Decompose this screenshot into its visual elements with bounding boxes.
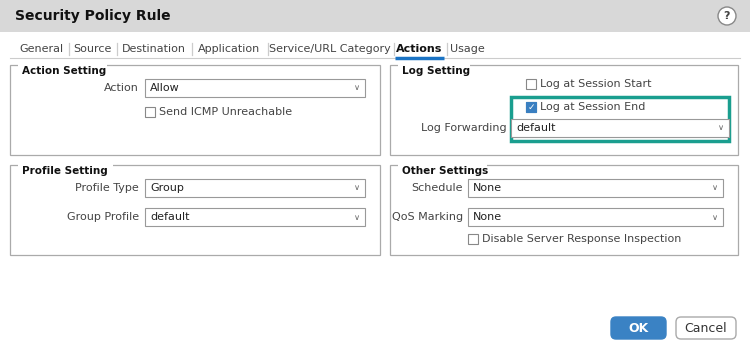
Text: Other Settings: Other Settings	[402, 166, 488, 176]
Text: default: default	[150, 212, 190, 222]
Text: Action: Action	[104, 83, 139, 93]
Text: ∨: ∨	[718, 124, 724, 132]
Bar	[10, 165, 380, 255]
Text: Group Profile: Group Profile	[67, 212, 139, 222]
Bar	[18, 160, 113, 171]
Bar	[468, 234, 478, 244]
Text: Allow: Allow	[150, 83, 180, 93]
Text: Service/URL Category: Service/URL Category	[269, 44, 391, 54]
Bar	[398, 60, 470, 71]
Text: Log Forwarding: Log Forwarding	[422, 123, 507, 133]
Text: ?: ?	[724, 11, 730, 21]
Text: Log Setting: Log Setting	[402, 66, 470, 76]
Bar	[145, 107, 155, 117]
Text: Log at Session End: Log at Session End	[540, 102, 645, 112]
Text: Action Setting: Action Setting	[22, 66, 106, 76]
Text: ∨: ∨	[354, 212, 360, 221]
Text: OK: OK	[628, 322, 649, 335]
Text: None: None	[473, 183, 502, 193]
Text: None: None	[473, 212, 502, 222]
Text: default: default	[516, 123, 556, 133]
Text: Profile Setting: Profile Setting	[22, 166, 108, 176]
Text: ∨: ∨	[712, 212, 718, 221]
Text: Destination: Destination	[122, 44, 185, 54]
Text: Disable Server Response Inspection: Disable Server Response Inspection	[482, 234, 681, 244]
FancyBboxPatch shape	[611, 317, 666, 339]
Text: Usage: Usage	[450, 44, 484, 54]
Text: Actions: Actions	[397, 44, 442, 54]
Text: Schedule: Schedule	[412, 183, 463, 193]
Bar	[10, 65, 380, 155]
Bar	[145, 208, 365, 226]
Bar	[0, 0, 750, 32]
Text: ∨: ∨	[354, 184, 360, 192]
Text: Profile Type: Profile Type	[75, 183, 139, 193]
Text: Security Policy Rule: Security Policy Rule	[15, 9, 170, 23]
Bar	[398, 160, 488, 171]
Bar	[511, 119, 729, 137]
Bar	[468, 179, 723, 197]
Bar	[390, 65, 738, 155]
Text: ∨: ∨	[354, 84, 360, 93]
FancyBboxPatch shape	[676, 317, 736, 339]
Text: General: General	[20, 44, 64, 54]
Circle shape	[718, 7, 736, 25]
Bar	[390, 165, 738, 255]
Text: Source: Source	[73, 44, 111, 54]
Bar	[526, 102, 536, 112]
Text: Cancel: Cancel	[685, 322, 728, 335]
Bar	[511, 97, 729, 141]
Bar	[526, 102, 536, 112]
Text: ✓: ✓	[527, 102, 535, 112]
Bar	[18, 60, 107, 71]
Text: QoS Marking: QoS Marking	[392, 212, 463, 222]
Text: Group: Group	[150, 183, 184, 193]
Bar	[468, 208, 723, 226]
Text: ∨: ∨	[712, 184, 718, 192]
Text: Send ICMP Unreachable: Send ICMP Unreachable	[159, 107, 292, 117]
Bar	[145, 179, 365, 197]
Text: Log at Session Start: Log at Session Start	[540, 79, 652, 89]
Bar	[145, 79, 365, 97]
Text: Application: Application	[198, 44, 260, 54]
Bar	[526, 79, 536, 89]
